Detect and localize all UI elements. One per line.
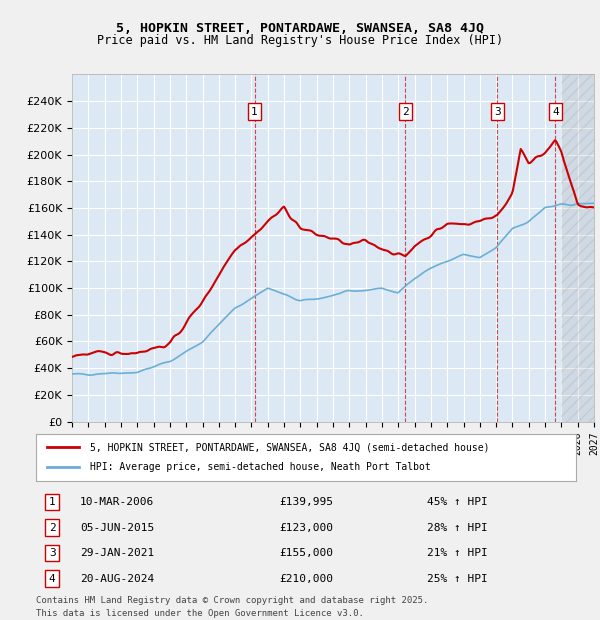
Text: 4: 4 <box>49 574 56 584</box>
Text: This data is licensed under the Open Government Licence v3.0.: This data is licensed under the Open Gov… <box>36 609 364 618</box>
Text: 1: 1 <box>251 107 258 117</box>
Text: 45% ↑ HPI: 45% ↑ HPI <box>427 497 488 507</box>
Text: £123,000: £123,000 <box>279 523 333 533</box>
Text: 10-MAR-2006: 10-MAR-2006 <box>80 497 154 507</box>
Text: 28% ↑ HPI: 28% ↑ HPI <box>427 523 488 533</box>
Text: £139,995: £139,995 <box>279 497 333 507</box>
Bar <box>562 74 594 422</box>
Text: 21% ↑ HPI: 21% ↑ HPI <box>427 548 488 558</box>
Text: 29-JAN-2021: 29-JAN-2021 <box>80 548 154 558</box>
Text: £210,000: £210,000 <box>279 574 333 584</box>
Text: 25% ↑ HPI: 25% ↑ HPI <box>427 574 488 584</box>
Text: £155,000: £155,000 <box>279 548 333 558</box>
Text: HPI: Average price, semi-detached house, Neath Port Talbot: HPI: Average price, semi-detached house,… <box>90 463 431 472</box>
Text: 2: 2 <box>402 107 409 117</box>
Text: 5, HOPKIN STREET, PONTARDAWE, SWANSEA, SA8 4JQ: 5, HOPKIN STREET, PONTARDAWE, SWANSEA, S… <box>116 22 484 35</box>
Text: 05-JUN-2015: 05-JUN-2015 <box>80 523 154 533</box>
Text: 3: 3 <box>494 107 501 117</box>
Text: 20-AUG-2024: 20-AUG-2024 <box>80 574 154 584</box>
Text: Price paid vs. HM Land Registry's House Price Index (HPI): Price paid vs. HM Land Registry's House … <box>97 34 503 47</box>
Text: 1: 1 <box>49 497 56 507</box>
Text: 2: 2 <box>49 523 56 533</box>
Text: 4: 4 <box>552 107 559 117</box>
Text: Contains HM Land Registry data © Crown copyright and database right 2025.: Contains HM Land Registry data © Crown c… <box>36 596 428 606</box>
Text: 3: 3 <box>49 548 56 558</box>
Text: 5, HOPKIN STREET, PONTARDAWE, SWANSEA, SA8 4JQ (semi-detached house): 5, HOPKIN STREET, PONTARDAWE, SWANSEA, S… <box>90 442 490 452</box>
